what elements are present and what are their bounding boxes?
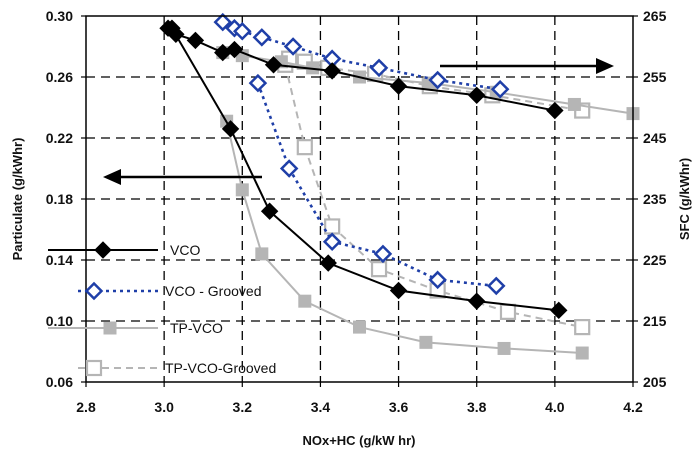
y-left-tick-label: 0.22	[46, 130, 73, 146]
legend: VCO VCO - Grooved TP-VCO TP-VCO-Grooved	[48, 241, 276, 377]
tp-vco-particulate-point	[298, 294, 312, 308]
y-right-tick-label: 255	[643, 69, 667, 85]
legend-marker	[103, 321, 117, 335]
legend-marker	[94, 241, 112, 259]
x-tick-label: 2.8	[76, 399, 96, 415]
y-axis-left-title: Particulate (g/kWhr)	[10, 138, 25, 261]
y-left-tick-label: 0.10	[46, 313, 73, 329]
tp-vco-particulate-point	[235, 183, 249, 197]
series-layer	[159, 12, 640, 360]
vco-grooved-particulate-point	[486, 276, 506, 296]
y-left-tick-label: 0.18	[46, 191, 73, 207]
vco-grooved-sfc-point	[252, 28, 272, 47]
y-right-tick-label: 235	[643, 191, 667, 207]
x-tick-label: 3.2	[233, 399, 253, 415]
series-vco	[159, 19, 568, 320]
x-axis-title: NOx+HC (g/kW hr)	[302, 433, 415, 448]
vco-sfc-point	[186, 31, 205, 50]
y-left-tick-label: 0.14	[46, 252, 73, 268]
vco-grooved-particulate-point	[373, 244, 393, 264]
vco-particulate-point	[468, 292, 486, 310]
tp-vco-grooved-particulate-point	[574, 319, 591, 336]
vco-particulate-point	[221, 120, 240, 138]
tp-vco-sfc-point	[306, 61, 320, 75]
tp-vco-particulate-point	[575, 346, 589, 360]
vco-particulate-point	[319, 254, 337, 272]
x-tick-label: 3.0	[154, 399, 174, 415]
legend-item-tp-vco-grooved: TP-VCO-Grooved	[78, 359, 276, 377]
legend-marker	[85, 359, 103, 377]
vco-sfc-point	[323, 62, 341, 80]
vco-grooved-particulate-point	[322, 232, 342, 251]
tp-vco-grooved-particulate-point	[296, 139, 313, 156]
y-axis-right-title: SFC (g/kWhr)	[677, 158, 692, 240]
legend-marker	[84, 281, 104, 301]
arrow-right-annotation	[440, 58, 614, 74]
y-left-tick-label: 0.06	[46, 374, 73, 390]
legend-label: TP-VCO-Grooved	[165, 360, 276, 376]
y-right-tick-label: 265	[643, 8, 667, 24]
legend-item-tp-vco: TP-VCO	[48, 320, 223, 336]
legend-item-vco-grooved: VCO - Grooved	[78, 281, 261, 301]
x-tick-label: 3.4	[311, 399, 331, 415]
tp-vco-grooved-particulate-point	[499, 303, 517, 320]
tp-vco-particulate-point	[255, 247, 269, 261]
vco-particulate-point	[550, 301, 568, 320]
tp-vco-particulate-point	[497, 341, 511, 355]
tp-vco-particulate-point	[353, 320, 366, 334]
vco-sfc-point	[389, 77, 408, 95]
vco-grooved-sfc-point	[490, 79, 510, 99]
vco-sfc-line	[167, 27, 556, 112]
x-tick-label: 4.2	[623, 399, 643, 415]
x-tick-label: 3.8	[467, 399, 487, 415]
legend-label: VCO	[170, 242, 200, 258]
tp-vco-particulate-point	[419, 335, 433, 349]
y-right-tick-label: 225	[643, 252, 667, 268]
arrow-left-annotation	[103, 169, 262, 185]
vco-grooved-sfc-point	[213, 12, 233, 32]
y-left-tick-label: 0.30	[46, 8, 73, 24]
legend-label: VCO - Grooved	[165, 283, 261, 299]
vco-grooved-particulate-point	[428, 270, 447, 290]
x-tick-label: 3.6	[389, 399, 409, 415]
vco-particulate-point	[260, 202, 279, 220]
tp-vco-sfc-point	[567, 97, 581, 111]
vco-particulate-point	[389, 281, 408, 300]
vco-sfc-point	[167, 25, 185, 44]
tp-vco-particulate-line	[225, 121, 583, 355]
x-tick-label: 4.0	[545, 399, 565, 415]
vco-sfc-point	[468, 86, 486, 105]
y-right-tick-label: 245	[643, 130, 667, 146]
tp-vco-grooved-particulate-point	[324, 218, 341, 235]
vco-grooved-sfc-point	[428, 70, 447, 90]
tp-vco-grooved-particulate-point	[370, 261, 388, 278]
y-left-tick-label: 0.26	[46, 69, 73, 85]
legend-item-vco: VCO	[48, 241, 200, 259]
vco-sfc-point	[225, 40, 244, 59]
vco-grooved-sfc-point	[283, 37, 303, 56]
vco-grooved-sfc-point	[369, 58, 389, 78]
vco-grooved-sfc-point	[233, 21, 252, 41]
axis-ticks: 2.8 3.0 3.2 3.4 3.6 3.8 4.0 4.2 0.06 0.10 0.14 0.18…	[46, 8, 667, 415]
vco-sfc-point	[264, 56, 283, 74]
vco-grooved-particulate-point	[248, 73, 268, 93]
series-vco-grooved	[213, 12, 510, 296]
vco-sfc-point	[546, 101, 564, 120]
vco-grooved-particulate-point	[279, 159, 299, 178]
y-right-tick-label: 205	[643, 374, 667, 390]
y-right-tick-label: 215	[643, 313, 667, 329]
legend-label: TP-VCO	[170, 320, 223, 336]
